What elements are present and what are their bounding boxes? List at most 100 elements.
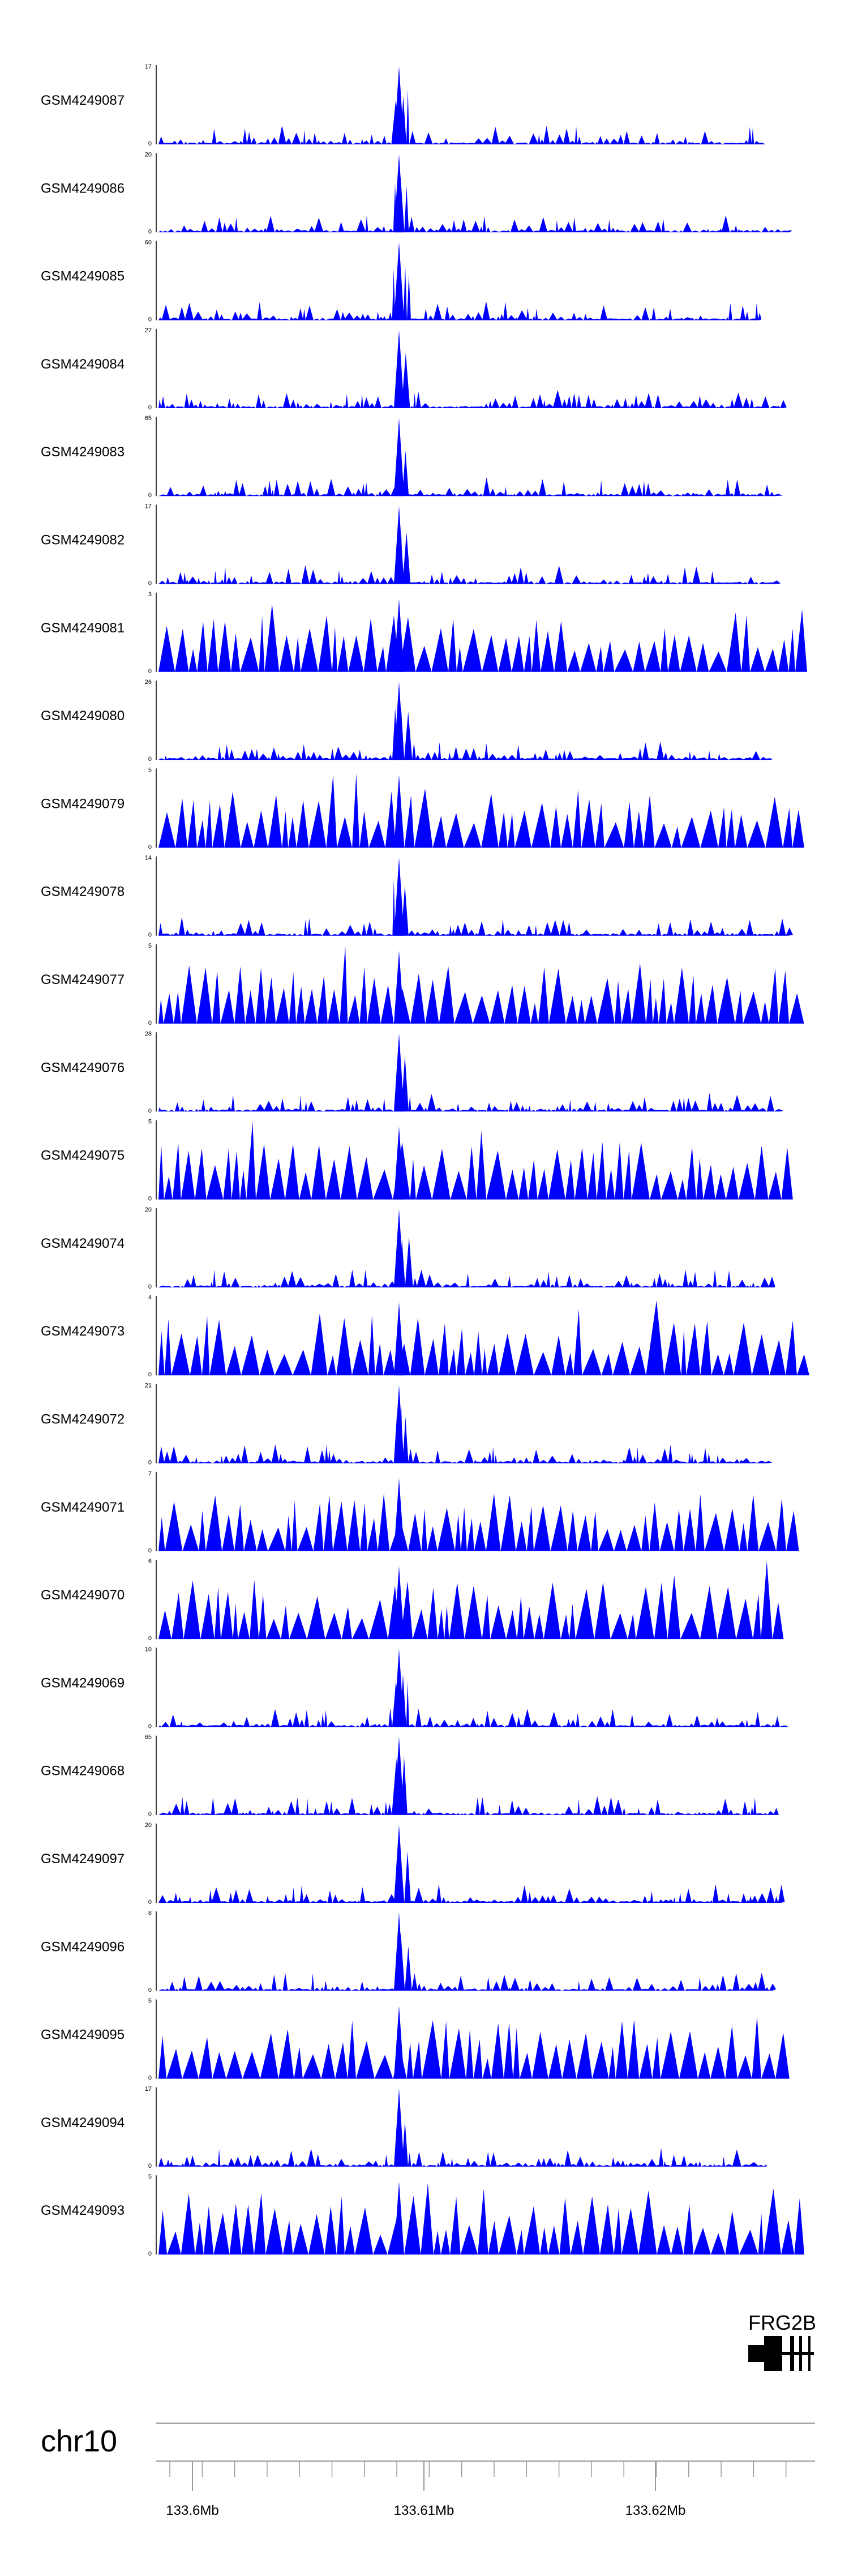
coverage-peak (394, 418, 404, 497)
coverage-peak (394, 2005, 404, 2079)
coverage-area (158, 449, 783, 497)
track-label: GSM4249082 (41, 533, 125, 548)
y-min-label: 0 (148, 668, 152, 675)
coverage-peak (394, 154, 404, 233)
y-min-label: 0 (148, 404, 152, 411)
y-min-label: 0 (148, 2250, 152, 2257)
track-label: GSM4249074 (41, 1236, 125, 1251)
track-label: GSM4249086 (41, 181, 125, 196)
coverage-peak (394, 1478, 404, 1551)
y-min-label: 0 (148, 1196, 152, 1203)
track-GSM4249073: GSM4249073 4 0 (41, 1294, 809, 1378)
y-min-label: 0 (148, 844, 152, 850)
axis-major-ticks: 133.6Mb 133.61Mb 133.62Mb (166, 2461, 685, 2518)
track-GSM4249083: GSM4249083 65 0 (41, 415, 783, 499)
coverage-area (158, 707, 773, 760)
coverage-tracks: GSM4249087170GSM4249086200GSM4249085600G… (41, 63, 809, 2257)
y-min-label: 0 (148, 932, 152, 939)
y-max-label: 60 (145, 239, 152, 246)
y-min-label: 0 (148, 1547, 152, 1554)
track-label: GSM4249075 (41, 1148, 125, 1163)
coverage-peak (394, 2088, 404, 2167)
track-label: GSM4249095 (41, 2027, 125, 2043)
y-min-label: 0 (148, 580, 152, 587)
axis-tick-label: 133.61Mb (394, 2503, 454, 2518)
track-GSM4249074: GSM4249074 20 0 (41, 1206, 775, 1290)
coverage-area (158, 1674, 788, 1727)
y-min-label: 0 (148, 1371, 152, 1378)
track-GSM4249094: GSM4249094 17 0 (41, 2086, 767, 2170)
y-min-label: 0 (148, 140, 152, 147)
y-min-label: 0 (148, 2163, 152, 2170)
track-label: GSM4249081 (41, 621, 125, 636)
y-max-label: 17 (145, 503, 152, 510)
coverage-area (158, 1406, 773, 1464)
track-GSM4249097: GSM4249097 20 0 (41, 1822, 785, 1906)
track-GSM4249070: GSM4249070 6 0 (41, 1558, 786, 1642)
y-max-label: 6 (148, 1558, 152, 1565)
track-GSM4249069: GSM4249069 10 0 (41, 1646, 788, 1730)
track-label: GSM4249077 (41, 972, 125, 987)
y-max-label: 65 (145, 415, 152, 422)
y-min-label: 0 (148, 1899, 152, 1906)
y-max-label: 7 (148, 1470, 152, 1477)
coverage-peak (394, 2181, 404, 2255)
gene-exon-3 (799, 2336, 802, 2371)
genome-axis: 133.6Mb 133.61Mb 133.62Mb (156, 2423, 815, 2518)
coverage-peak (394, 1649, 404, 1727)
y-min-label: 0 (148, 1283, 152, 1290)
track-label: GSM4249078 (41, 884, 125, 900)
coverage-peak (394, 1912, 404, 1991)
coverage-area (158, 879, 794, 936)
track-GSM4249093: GSM4249093 5 0 (41, 2173, 804, 2257)
y-max-label: 8 (148, 1910, 152, 1916)
coverage-peak (394, 1126, 404, 1200)
track-GSM4249095: GSM4249095 5 0 (41, 1998, 790, 2082)
y-max-label: 3 (148, 591, 152, 598)
coverage-peak (394, 242, 404, 320)
track-label: GSM4249079 (41, 796, 125, 811)
track-label: GSM4249072 (41, 1412, 125, 1427)
track-GSM4249077: GSM4249077 5 0 (41, 943, 804, 1026)
coverage-area (158, 1493, 799, 1551)
track-GSM4249076: GSM4249076 28 0 (41, 1030, 783, 1114)
track-label: GSM4249093 (41, 2203, 125, 2218)
coverage-area (158, 176, 792, 233)
y-max-label: 5 (148, 1998, 152, 2005)
axis-tick-label: 133.6Mb (166, 2503, 218, 2518)
coverage-area (158, 353, 787, 408)
y-max-label: 21 (145, 1383, 152, 1389)
track-label: GSM4249097 (41, 1851, 125, 1867)
y-min-label: 0 (148, 316, 152, 323)
coverage-area (158, 1932, 777, 1991)
track-GSM4249086: GSM4249086 20 0 (41, 151, 792, 235)
coverage-peak (394, 857, 404, 936)
y-max-label: 5 (148, 767, 152, 773)
track-label: GSM4249087 (41, 93, 125, 108)
y-min-label: 0 (148, 1811, 152, 1818)
y-max-label: 17 (145, 63, 152, 70)
y-min-label: 0 (148, 1635, 152, 1642)
y-min-label: 0 (148, 228, 152, 235)
gene-intron (782, 2352, 814, 2355)
y-max-label: 4 (148, 1294, 152, 1301)
y-max-label: 17 (145, 2086, 152, 2093)
y-max-label: 20 (145, 151, 152, 158)
coverage-peak (394, 506, 404, 584)
track-GSM4249080: GSM4249080 26 0 (41, 679, 773, 763)
track-label: GSM4249071 (41, 1500, 125, 1515)
coverage-area (158, 88, 766, 144)
gene-model (748, 2336, 814, 2371)
y-max-label: 65 (145, 1734, 152, 1741)
coverage-area (158, 1121, 793, 1200)
coverage-area (158, 532, 781, 584)
y-max-label: 5 (148, 2173, 152, 2180)
y-min-label: 0 (148, 1107, 152, 1114)
coverage-peak (394, 1736, 404, 1815)
y-max-label: 26 (145, 679, 152, 686)
y-min-label: 0 (148, 1723, 152, 1730)
y-min-label: 0 (148, 1020, 152, 1026)
track-label: GSM4249070 (41, 1587, 125, 1603)
track-GSM4249082: GSM4249082 17 0 (41, 503, 781, 587)
